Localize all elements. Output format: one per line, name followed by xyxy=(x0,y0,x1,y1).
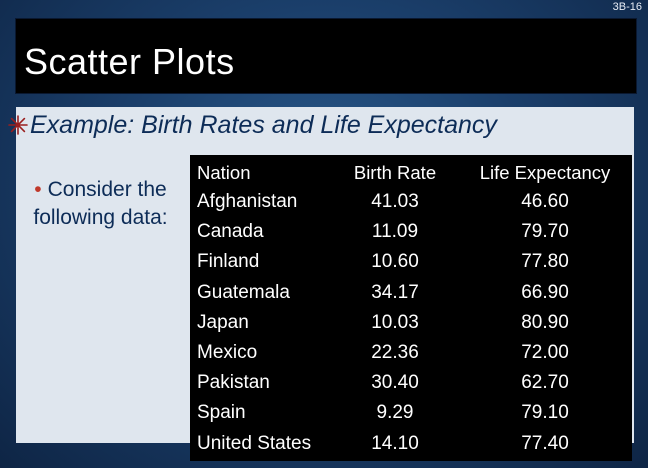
cell-life-expectancy: 77.40 xyxy=(521,432,569,454)
cell-nation: United States xyxy=(197,432,312,454)
cell-nation: Canada xyxy=(197,221,264,243)
cell-nation: Mexico xyxy=(197,341,258,363)
column-header-life-expectancy: Life Expectancy xyxy=(479,162,611,183)
table-row: Canada 11.09 79.70 xyxy=(190,218,632,248)
cell-life-expectancy: 79.10 xyxy=(521,402,569,424)
example-heading: Example: Birth Rates and Life Expectancy xyxy=(30,111,497,139)
table-row: Mexico 22.36 72.00 xyxy=(190,339,632,369)
cell-nation: Spain xyxy=(197,402,246,424)
bullet-dot: • xyxy=(34,178,42,201)
cell-birth-rate: 11.09 xyxy=(371,221,419,243)
cell-birth-rate: 10.03 xyxy=(371,311,419,333)
cell-life-expectancy: 62.70 xyxy=(521,372,569,394)
cell-birth-rate: 14.10 xyxy=(371,432,419,454)
snowflake-icon xyxy=(8,115,28,135)
cell-birth-rate: 34.17 xyxy=(371,281,419,303)
cell-life-expectancy: 66.90 xyxy=(521,281,569,303)
cell-life-expectancy: 72.00 xyxy=(521,341,569,363)
cell-nation: Afghanistan xyxy=(197,191,298,212)
bullet-text-block: • Consider the following data: xyxy=(33,176,168,232)
cell-life-expectancy: 80.90 xyxy=(521,311,569,333)
table-header-row: Nation Birth Rate Life Expectancy xyxy=(190,155,632,188)
table-row: Spain 9.29 79.10 xyxy=(190,399,632,429)
table-row: United States 14.10 77.40 xyxy=(190,430,632,460)
cell-birth-rate: 10.60 xyxy=(371,251,419,273)
bullet-text: Consider the following data: xyxy=(33,178,168,229)
cell-life-expectancy: 79.70 xyxy=(521,221,569,243)
cell-nation: Japan xyxy=(197,311,249,333)
cell-birth-rate: 9.29 xyxy=(376,402,414,424)
cell-life-expectancy: 46.60 xyxy=(521,191,569,212)
table-row: Japan 10.03 80.90 xyxy=(190,309,632,339)
table-row: Guatemala 34.17 66.90 xyxy=(190,279,632,309)
column-header-birth-rate: Birth Rate xyxy=(353,162,437,183)
table-row: Afghanistan 41.03 46.60 xyxy=(190,188,632,218)
cell-life-expectancy: 77.80 xyxy=(521,251,569,273)
column-header-nation: Nation xyxy=(197,162,251,183)
cell-birth-rate: 22.36 xyxy=(371,341,419,363)
cell-birth-rate: 41.03 xyxy=(371,191,419,212)
slide-title: Scatter Plots xyxy=(24,41,235,82)
table-row: Finland 10.60 77.80 xyxy=(190,248,632,278)
cell-nation: Finland xyxy=(197,251,260,273)
cell-nation: Guatemala xyxy=(197,281,290,303)
cell-nation: Pakistan xyxy=(197,372,270,394)
data-table: Nation Birth Rate Life Expectancy Afghan… xyxy=(190,155,632,461)
slide-number: 3B-16 xyxy=(612,1,642,13)
cell-birth-rate: 30.40 xyxy=(371,372,419,394)
title-bar: Scatter Plots xyxy=(16,19,636,93)
table-row: Pakistan 30.40 62.70 xyxy=(190,369,632,399)
